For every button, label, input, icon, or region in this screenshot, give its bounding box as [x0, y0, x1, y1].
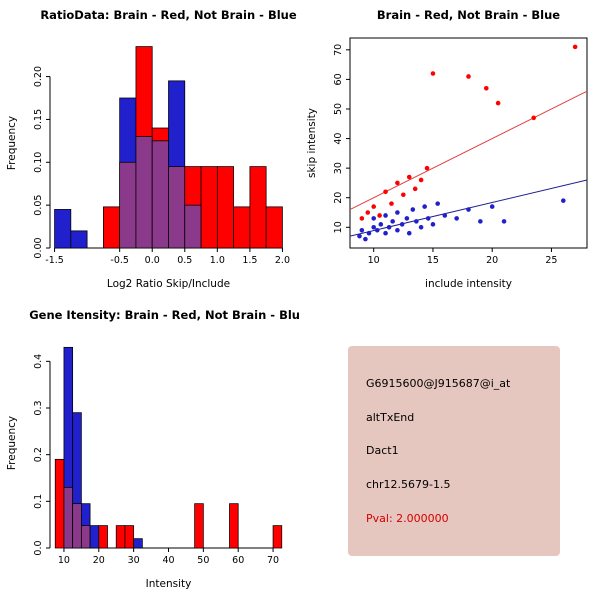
- svg-text:50: 50: [197, 555, 209, 566]
- splice-event-type-text: altTxEnd: [366, 410, 415, 424]
- ratio-histogram-plot: -1.5 -0.5 0.0 0.5 1.0 1.5 2.0 0.00 0.05 0.10 0.15 0…: [6, 8, 297, 290]
- svg-text:25: 25: [545, 255, 557, 266]
- svg-text:0.20: 0.20: [33, 66, 44, 87]
- svg-text:0.4: 0.4: [33, 354, 44, 369]
- svg-text:-0.5: -0.5: [110, 255, 129, 266]
- svg-text:2.0: 2.0: [275, 255, 290, 266]
- svg-text:0.5: 0.5: [177, 255, 192, 266]
- svg-text:0.05: 0.05: [33, 195, 44, 216]
- svg-text:60: 60: [232, 555, 244, 566]
- svg-text:Log2 Ratio Skip/Include: Log2 Ratio Skip/Include: [107, 278, 230, 290]
- svg-text:50: 50: [333, 103, 344, 115]
- svg-text:0.15: 0.15: [33, 109, 44, 130]
- gene-intensity-histogram-panel: 10 20 30 40 50 60 70 0.0 0.1 0.2 0.3 0.4 Gene Itensi…: [0, 300, 300, 600]
- genomic-location-text: chr12.5679-1.5: [366, 478, 451, 492]
- gene-name-text: Dact1: [366, 444, 399, 458]
- svg-text:1.5: 1.5: [242, 255, 257, 266]
- svg-text:40: 40: [162, 555, 174, 566]
- svg-text:60: 60: [333, 73, 344, 85]
- svg-text:-1.5: -1.5: [45, 255, 64, 266]
- intensity-scatter-panel: 10 15 20 25 10 20 30 40 50 60 70 Brain - Red, Not B…: [300, 0, 600, 300]
- svg-text:Intensity: Intensity: [146, 578, 192, 590]
- svg-text:70: 70: [333, 44, 344, 56]
- svg-text:30: 30: [128, 555, 140, 566]
- svg-text:include intensity: include intensity: [425, 278, 512, 290]
- svg-text:10: 10: [333, 221, 344, 233]
- svg-text:Frequency: Frequency: [6, 116, 18, 170]
- svg-text:40: 40: [333, 133, 344, 145]
- svg-text:1.0: 1.0: [210, 255, 225, 266]
- svg-text:20: 20: [93, 555, 105, 566]
- gene-intensity-histogram-plot: 10 20 30 40 50 60 70 0.0 0.1 0.2 0.3 0.4 Gene Itensi…: [6, 308, 300, 590]
- svg-text:0.1: 0.1: [33, 494, 44, 509]
- svg-text:skip intensity: skip intensity: [306, 108, 318, 178]
- svg-text:70: 70: [267, 555, 279, 566]
- svg-text:10: 10: [58, 555, 70, 566]
- svg-text:0.0: 0.0: [145, 255, 160, 266]
- svg-text:Brain - Red, Not Brain - Blue: Brain - Red, Not Brain - Blue: [377, 8, 560, 22]
- svg-text:15: 15: [427, 255, 439, 266]
- probe-id-text: G6915600@J915687@i_at: [366, 376, 511, 390]
- gene-info-panel: G6915600@J915687@i_at altTxEnd Dact1 chr…: [300, 300, 600, 600]
- svg-text:20: 20: [486, 255, 498, 266]
- intensity-scatter-plot: 10 15 20 25 10 20 30 40 50 60 70 Brain - Red, Not B…: [306, 8, 588, 290]
- pval-text: Pval: 2.000000: [366, 512, 449, 526]
- ratio-histogram-panel: -1.5 -0.5 0.0 0.5 1.0 1.5 2.0 0.00 0.05 0.10 0.15 0…: [0, 0, 300, 300]
- svg-text:10: 10: [368, 255, 380, 266]
- gene-info-box: G6915600@J915687@i_at altTxEnd Dact1 chr…: [348, 346, 560, 556]
- svg-text:0.3: 0.3: [33, 400, 44, 415]
- svg-text:RatioData: Brain - Red, Not Br: RatioData: Brain - Red, Not Brain - Blue: [40, 8, 297, 22]
- svg-text:Frequency: Frequency: [6, 416, 18, 470]
- svg-text:30: 30: [333, 162, 344, 174]
- svg-text:0.2: 0.2: [33, 447, 44, 462]
- svg-text:0.10: 0.10: [33, 152, 44, 173]
- svg-text:Gene Itensity: Brain - Red, No: Gene Itensity: Brain - Red, Not Brain - …: [29, 308, 300, 322]
- svg-text:20: 20: [333, 192, 344, 204]
- svg-text:0.00: 0.00: [33, 237, 44, 258]
- svg-text:0.0: 0.0: [33, 540, 44, 555]
